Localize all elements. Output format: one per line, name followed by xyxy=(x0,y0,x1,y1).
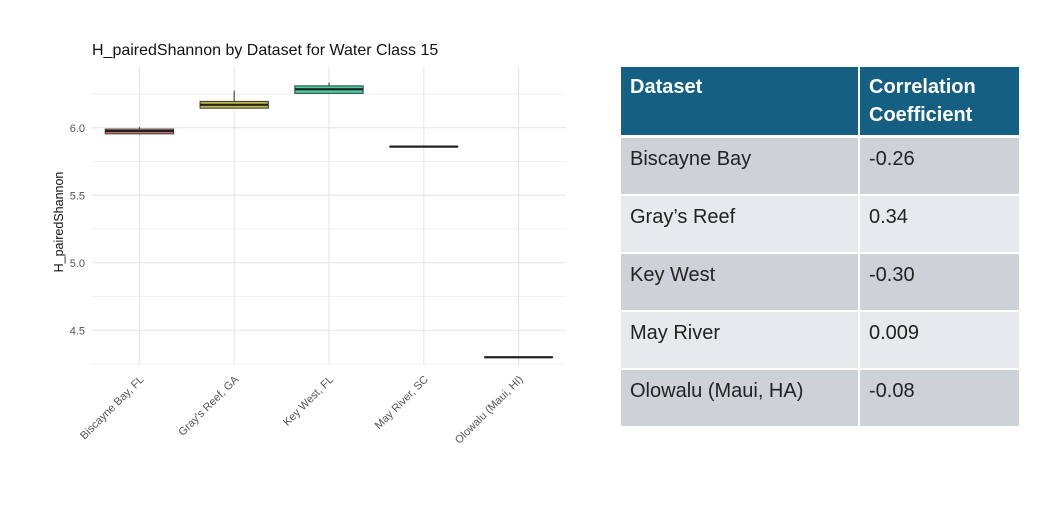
cell-coefficient: -0.26 xyxy=(859,136,1019,196)
x-tick-label: Biscayne Bay, FL xyxy=(78,374,146,442)
y-tick-labels: 4.5 5.0 5.5 6.0 xyxy=(70,123,85,338)
cell-coefficient: 0.34 xyxy=(859,194,1019,254)
x-tick-labels: Biscayne Bay, FL Gray's Reef, GA Key West,… xyxy=(78,373,526,446)
cell-dataset: Olowalu (Maui, HA) xyxy=(621,368,860,428)
chart-title: H_pairedShannon by Dataset for Water Cla… xyxy=(92,42,438,59)
cell-coefficient: -0.08 xyxy=(859,368,1019,428)
box-0 xyxy=(104,127,175,135)
box-1 xyxy=(199,90,269,109)
table-header-row: Dataset Correlation Coefficient xyxy=(621,67,1019,138)
cell-coefficient: 0.009 xyxy=(859,310,1019,370)
x-tick-label: Key West, FL xyxy=(281,374,336,429)
cell-dataset: May River xyxy=(621,310,860,370)
table-row: May River 0.009 xyxy=(621,310,1019,370)
grid xyxy=(92,67,566,365)
y-axis-title: H_pairedShannon xyxy=(52,172,66,273)
y-tick-label: 6.0 xyxy=(70,123,85,135)
cell-dataset: Gray’s Reef xyxy=(621,194,860,254)
table-row: Key West -0.30 xyxy=(621,252,1019,312)
x-tick-label: Olowalu (Maui, HI) xyxy=(453,374,526,447)
correlation-table: Dataset Correlation Coefficient Biscayne… xyxy=(621,67,1019,428)
y-tick-label: 4.5 xyxy=(70,325,85,337)
cell-dataset: Key West xyxy=(621,252,860,312)
table-row: Gray’s Reef 0.34 xyxy=(621,194,1019,254)
y-tick-label: 5.5 xyxy=(70,190,85,202)
table-row: Biscayne Bay -0.26 xyxy=(621,136,1019,196)
box-2 xyxy=(294,82,364,94)
y-tick-label: 5.0 xyxy=(70,258,85,270)
x-tick-label: May River, SC xyxy=(373,374,431,432)
cell-coefficient: -0.30 xyxy=(859,252,1019,312)
x-tick-label: Gray's Reef, GA xyxy=(176,373,241,438)
header-dataset: Dataset xyxy=(621,67,860,138)
boxplot-chart: H_pairedShannon by Dataset for Water Cla… xyxy=(52,42,566,447)
cell-dataset: Biscayne Bay xyxy=(621,136,860,196)
table-row: Olowalu (Maui, HA) -0.08 xyxy=(621,368,1019,428)
boxes xyxy=(104,82,554,359)
header-correlation: Correlation Coefficient xyxy=(859,67,1019,138)
